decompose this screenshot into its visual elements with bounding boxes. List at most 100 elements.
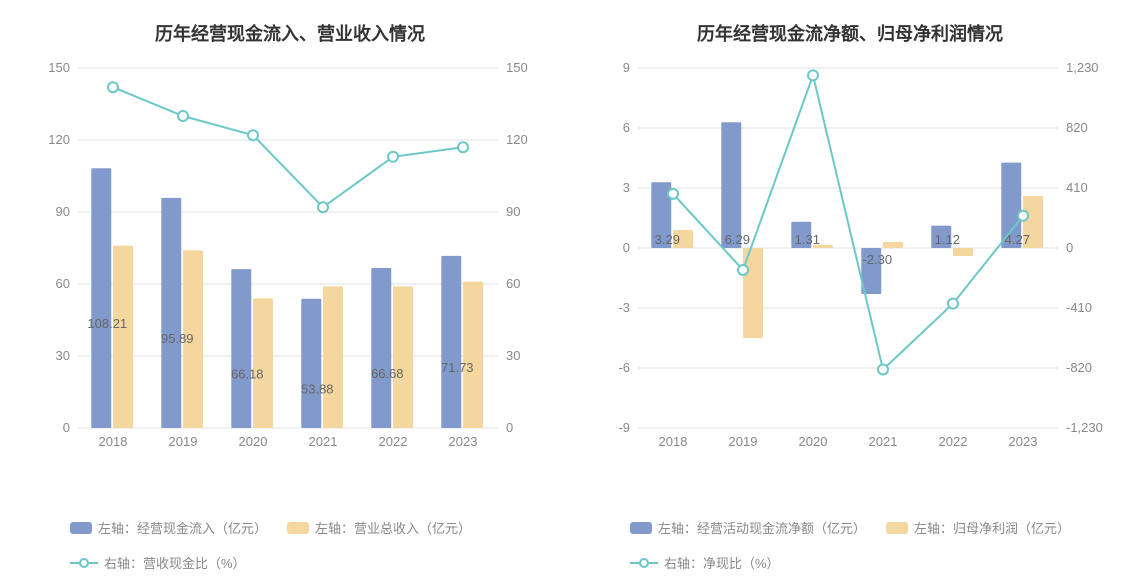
line-marker: [388, 152, 398, 162]
svg-text:2022: 2022: [939, 434, 968, 449]
bar-value-label: 66.18: [231, 367, 264, 382]
svg-text:2018: 2018: [99, 434, 128, 449]
svg-text:2021: 2021: [309, 434, 338, 449]
bar: [253, 298, 273, 428]
svg-text:150: 150: [48, 60, 70, 75]
svg-text:410: 410: [1066, 180, 1088, 195]
svg-text:1,230: 1,230: [1066, 60, 1099, 75]
charts-container: 历年经营现金流入、营业收入情况 030609012015003060901201…: [0, 0, 1134, 582]
legend-item: 左轴：归母净利润（亿元）: [886, 518, 1070, 537]
legend-item: 左轴：经营现金流入（亿元）: [70, 518, 267, 537]
legend-item: 右轴：净现比（%）: [630, 553, 780, 572]
line-marker: [878, 364, 888, 374]
bar-value-label: 6.29: [725, 232, 750, 247]
chart-svg-right: -9 -6 -3 0 3 6 9 -1,230 -820 -410 0 410 820 1,230 2018…: [590, 58, 1110, 458]
bar-value-label: 1.12: [935, 232, 960, 247]
bar: [463, 282, 483, 428]
chart-area-right: -9 -6 -3 0 3 6 9 -1,230 -820 -410 0 410 820 1,230 2018…: [590, 58, 1110, 510]
legend-swatch-bar: [287, 522, 309, 534]
svg-text:2019: 2019: [169, 434, 198, 449]
bar: [161, 198, 181, 428]
svg-text:2022: 2022: [379, 434, 408, 449]
svg-text:0: 0: [63, 420, 70, 435]
bar: [953, 248, 973, 256]
svg-text:0: 0: [623, 240, 630, 255]
bar-value-label: 53.88: [301, 381, 334, 396]
svg-text:150: 150: [506, 60, 528, 75]
legend-left: 左轴：经营现金流入（亿元） 左轴：营业总收入（亿元） 右轴：营收现金比（%）: [30, 518, 550, 572]
svg-text:6: 6: [623, 120, 630, 135]
bar-value-label: 95.89: [161, 331, 194, 346]
svg-text:-410: -410: [1066, 300, 1092, 315]
svg-text:820: 820: [1066, 120, 1088, 135]
svg-text:-3: -3: [618, 300, 630, 315]
svg-text:120: 120: [506, 132, 528, 147]
svg-text:30: 30: [56, 348, 70, 363]
legend-label: 右轴：营收现金比（%）: [104, 553, 246, 572]
svg-text:-9: -9: [618, 420, 630, 435]
legend-label: 左轴：归母净利润（亿元）: [914, 518, 1070, 537]
legend-label: 左轴：经营活动现金流净额（亿元）: [658, 518, 866, 537]
legend-label: 右轴：净现比（%）: [664, 553, 780, 572]
svg-text:-6: -6: [618, 360, 630, 375]
svg-text:2021: 2021: [869, 434, 898, 449]
legend-swatch-line: [630, 562, 658, 564]
svg-text:0: 0: [1066, 240, 1073, 255]
svg-text:0: 0: [506, 420, 513, 435]
bar-value-label: 108.21: [87, 316, 127, 331]
legend-swatch-bar: [630, 522, 652, 534]
bar-value-label: 71.73: [441, 360, 474, 375]
bar-value-label: 66.68: [371, 366, 404, 381]
bar: [231, 269, 251, 428]
bar: [721, 122, 741, 248]
legend-item: 左轴：经营活动现金流净额（亿元）: [630, 518, 866, 537]
line-marker: [248, 130, 258, 140]
svg-text:2023: 2023: [1009, 434, 1038, 449]
bar: [301, 299, 321, 428]
svg-text:-1,230: -1,230: [1066, 420, 1103, 435]
svg-text:90: 90: [56, 204, 70, 219]
chart-area-left: 0 30 60 90 120 150 0 30 60 90 120 150 2018 2019 2020 20…: [30, 58, 550, 510]
svg-text:60: 60: [56, 276, 70, 291]
line-marker: [458, 142, 468, 152]
svg-text:2023: 2023: [449, 434, 478, 449]
svg-text:2020: 2020: [799, 434, 828, 449]
line-marker: [948, 299, 958, 309]
legend-item: 右轴：营收现金比（%）: [70, 553, 246, 572]
svg-text:9: 9: [623, 60, 630, 75]
line-marker: [108, 82, 118, 92]
bar: [371, 268, 391, 428]
svg-text:2018: 2018: [659, 434, 688, 449]
line-marker: [178, 111, 188, 121]
svg-text:30: 30: [506, 348, 520, 363]
bar: [393, 286, 413, 428]
chart-panel-right: 历年经营现金流净额、归母净利润情况 -9 -6 -3 0 3 6 9 -1,230 -820 -4…: [570, 20, 1130, 572]
svg-text:2020: 2020: [239, 434, 268, 449]
legend-right: 左轴：经营活动现金流净额（亿元） 左轴：归母净利润（亿元） 右轴：净现比（%）: [590, 518, 1110, 572]
line-marker: [318, 202, 328, 212]
line-marker: [738, 265, 748, 275]
legend-item: 左轴：营业总收入（亿元）: [287, 518, 471, 537]
chart-panel-left: 历年经营现金流入、营业收入情况 0 30 60 90 120 150 0 30 60 90 120 1…: [10, 20, 570, 572]
bar: [323, 286, 343, 428]
svg-text:-820: -820: [1066, 360, 1092, 375]
legend-label: 左轴：营业总收入（亿元）: [315, 518, 471, 537]
legend-label: 左轴：经营现金流入（亿元）: [98, 518, 267, 537]
chart-svg-left: 0 30 60 90 120 150 0 30 60 90 120 150 2018 2019 2020 20…: [30, 58, 550, 458]
line-marker: [1018, 211, 1028, 221]
bar: [91, 168, 111, 428]
chart-title-left: 历年经营现金流入、营业收入情况: [30, 20, 550, 46]
legend-swatch-bar: [886, 522, 908, 534]
svg-text:3: 3: [623, 180, 630, 195]
svg-text:60: 60: [506, 276, 520, 291]
line-marker: [808, 70, 818, 80]
svg-text:120: 120: [48, 132, 70, 147]
chart-title-right: 历年经营现金流净额、归母净利润情况: [590, 20, 1110, 46]
line-marker: [668, 189, 678, 199]
line-series: [113, 87, 463, 207]
bar-value-label: 1.31: [795, 232, 820, 247]
svg-text:2019: 2019: [729, 434, 758, 449]
bar: [883, 242, 903, 248]
svg-text:90: 90: [506, 204, 520, 219]
legend-swatch-bar: [70, 522, 92, 534]
